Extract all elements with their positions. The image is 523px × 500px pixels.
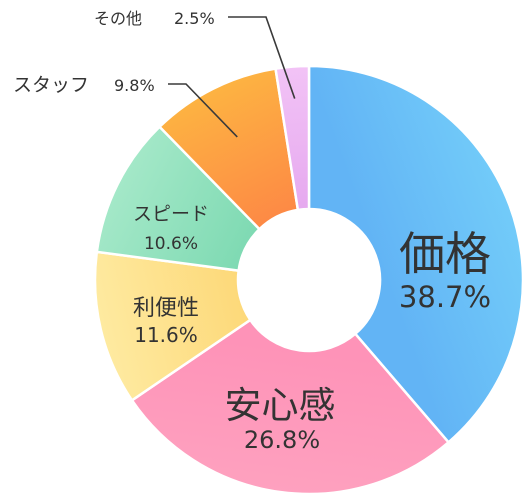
slice-label-staff: スタッフ	[13, 74, 89, 96]
outside-label-other: その他 2.5%	[94, 9, 215, 28]
donut-slices	[93, 64, 523, 496]
leader-lines	[168, 16, 296, 138]
slice-value-anshinkan: 26.8%	[244, 426, 320, 454]
slice-label-other: その他	[94, 9, 142, 28]
donut-hole	[238, 209, 380, 351]
slice-value-speed: 10.6%	[144, 234, 198, 254]
slice-value-ribensei: 11.6%	[134, 323, 198, 347]
slice-1	[130, 318, 451, 496]
leader-line-other	[228, 16, 296, 99]
slice-label-speed: スピード	[133, 203, 209, 225]
leader-line-staff	[168, 83, 238, 138]
slice-value-staff: 9.8%	[114, 76, 155, 95]
slice-label-kakaku: 価格	[399, 227, 491, 281]
slice-label-anshinkan: 安心感	[225, 384, 336, 427]
slice-value-kakaku: 38.7%	[399, 280, 491, 314]
slice-value-other: 2.5%	[174, 9, 215, 28]
slice-label-ribensei: 利便性	[133, 296, 199, 321]
outside-label-staff: スタッフ 9.8%	[13, 74, 155, 96]
